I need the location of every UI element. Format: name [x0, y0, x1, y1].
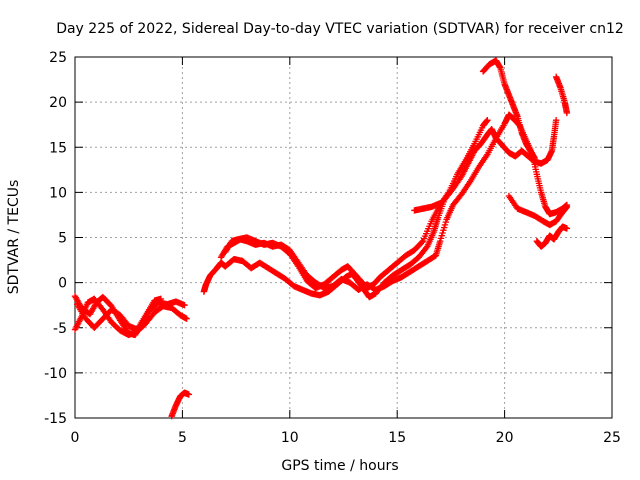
x-tick-label: 15 — [388, 430, 406, 446]
y-tick-label: -5 — [53, 321, 67, 337]
x-tick-label: 20 — [496, 430, 514, 446]
y-tick-label: 10 — [49, 185, 67, 201]
data-point-track-g — [484, 116, 491, 124]
data-points — [71, 57, 571, 420]
data-point-track-e — [552, 116, 560, 124]
ticks: 0 5 10 15 20 25 -15 -10 -5 0 5 10 15 20 25 — [44, 50, 621, 446]
y-tick-label: 15 — [49, 140, 67, 156]
data-point-track-d — [185, 391, 193, 398]
data-point-track-g — [418, 239, 426, 246]
plot-border — [74, 56, 613, 419]
data-point-track-c — [157, 295, 165, 303]
y-tick-label: -10 — [44, 366, 67, 382]
x-tick-label: 10 — [281, 430, 299, 446]
x-tick-label: 0 — [71, 430, 80, 446]
chart-title: Day 225 of 2022, Sidereal Day-to-day VTE… — [56, 21, 624, 37]
data-point-track-j — [563, 203, 571, 211]
y-tick-label: -15 — [44, 411, 67, 427]
x-axis-label: GPS time / hours — [281, 458, 398, 474]
x-tick-label: 5 — [178, 430, 187, 446]
y-tick-label: 0 — [58, 276, 67, 292]
data-point-track-i — [563, 109, 571, 117]
data-point-track-l — [436, 200, 444, 207]
data-point-track-a — [181, 301, 188, 309]
y-axis-label: SDTVAR / TECUs — [6, 180, 22, 295]
grid — [75, 57, 612, 418]
y-tick-label: 5 — [58, 231, 67, 247]
data-point-track-h — [531, 154, 538, 162]
y-tick-label: 25 — [49, 50, 67, 66]
data-point-track-b — [183, 315, 190, 322]
data-point-track-k — [563, 225, 571, 232]
x-tick-label: 25 — [603, 430, 621, 446]
y-tick-label: 20 — [49, 95, 67, 111]
